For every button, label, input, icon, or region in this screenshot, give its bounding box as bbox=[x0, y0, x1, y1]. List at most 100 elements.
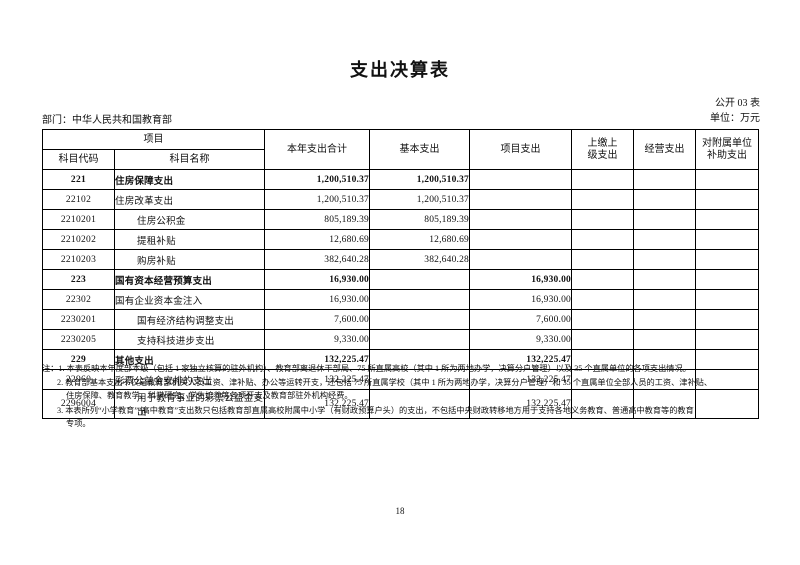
cell-remit-upper bbox=[571, 309, 634, 330]
cell-project bbox=[469, 189, 572, 210]
cell-subsidy bbox=[695, 229, 759, 250]
cell-project: 9,330.00 bbox=[469, 329, 572, 350]
footnotes: 注：1. 本表反映本年度部本级（包括 1 家独立核算的驻外机构）、教育部离退休干… bbox=[42, 362, 758, 430]
table-row: 229 其他支出 132,225.47 132,225.47 bbox=[42, 349, 759, 370]
page-number: 18 bbox=[395, 506, 405, 516]
page-title: 支出决算表 bbox=[350, 60, 450, 80]
footnote-text: 1. 本表反映本年度部本级（包括 1 家独立核算的驻外机构）、教育部离退休干部局… bbox=[58, 364, 691, 373]
cell-project: 7,600.00 bbox=[469, 309, 572, 330]
cell-subject-code: 2210202 bbox=[42, 229, 115, 250]
cell-total-year: 805,189.39 bbox=[264, 209, 370, 230]
header-remit-upper: 上缴上 级支出 bbox=[571, 129, 634, 170]
cell-operating bbox=[633, 389, 696, 419]
cell-remit-upper bbox=[571, 389, 634, 419]
table-row: 223 国有资本经营预算支出 16,930.00 16,930.00 bbox=[42, 269, 759, 290]
form-meta: 公开 03 表 单位：万元 bbox=[710, 96, 760, 126]
cell-total-year: 12,680.69 bbox=[264, 229, 370, 250]
cell-subsidy bbox=[695, 249, 759, 270]
cell-remit-upper bbox=[571, 229, 634, 250]
cell-remit-upper bbox=[571, 169, 634, 190]
header-project: 项目支出 bbox=[469, 129, 572, 170]
cell-subject-code: 223 bbox=[42, 269, 115, 290]
table-header-row-1: 项目 本年支出合计 基本支出 项目支出 上缴上 级支出 经营支出 对附属单位 补… bbox=[42, 129, 759, 170]
cell-subsidy bbox=[695, 209, 759, 230]
cell-subsidy bbox=[695, 169, 759, 190]
header-group-item: 项目 bbox=[42, 129, 265, 150]
cell-project bbox=[469, 169, 572, 190]
cell-total-year: 9,330.00 bbox=[264, 329, 370, 350]
header-total-year: 本年支出合计 bbox=[264, 129, 370, 170]
cell-subject-name: 住房改革支出 bbox=[114, 189, 265, 210]
cell-subject-name: 用于教育事业的彩票公益金支出 bbox=[114, 389, 265, 419]
table-header-row-2: 科目代码 科目名称 bbox=[42, 149, 759, 170]
cell-total-year: 7,600.00 bbox=[264, 309, 370, 330]
cell-subsidy bbox=[695, 389, 759, 419]
cell-project bbox=[469, 229, 572, 250]
footnote-line: 3. 本表所列“小学教育”“高中教育”支出数只包括教育部直属高校附属中小学（有财… bbox=[57, 405, 694, 415]
cell-subsidy bbox=[695, 189, 759, 210]
cell-subject-name: 住房公积金 bbox=[114, 209, 265, 230]
cell-subsidy bbox=[695, 269, 759, 290]
table-body: 221 住房保障支出 1,200,510.37 1,200,510.37 22102 住房… bbox=[42, 169, 759, 419]
cell-operating bbox=[633, 249, 696, 270]
header-remit-upper-line2: 级支出 bbox=[587, 149, 618, 161]
cell-remit-upper bbox=[571, 189, 634, 210]
table-row: 2230201 国有经济结构调整支出 7,600.00 7,600.00 bbox=[42, 309, 759, 330]
cell-subject-name: 住房保障支出 bbox=[114, 169, 265, 190]
cell-basic bbox=[369, 289, 470, 310]
cell-subsidy bbox=[695, 329, 759, 350]
header-subsidy-line1: 对附属单位 bbox=[702, 137, 752, 149]
cell-total-year: 132,225.47 bbox=[264, 389, 370, 419]
table-row: 2210202 提租补贴 12,680.69 12,680.69 bbox=[42, 229, 759, 250]
table-row: 2210203 购房补贴 382,640.28 382,640.28 bbox=[42, 249, 759, 270]
cell-remit-upper bbox=[571, 269, 634, 290]
table-row: 2296004 用于教育事业的彩票公益金支出 132,225.47 132,225.4… bbox=[42, 389, 759, 419]
cell-operating bbox=[633, 229, 696, 250]
table-row: 22302 国有企业资本金注入 16,930.00 16,930.00 bbox=[42, 289, 759, 310]
cell-subject-name: 国有企业资本金注入 bbox=[114, 289, 265, 310]
footnote-line: 注：1. 本表反映本年度部本级（包括 1 家独立核算的驻外机构）、教育部离退休干… bbox=[42, 362, 758, 375]
cell-project: 132,225.47 bbox=[469, 389, 572, 419]
cell-operating bbox=[633, 289, 696, 310]
footnote-prefix: 注： bbox=[42, 364, 59, 373]
unit-label: 单位：万元 bbox=[710, 113, 760, 124]
cell-basic: 12,680.69 bbox=[369, 229, 470, 250]
table-row: 221 住房保障支出 1,200,510.37 1,200,510.37 bbox=[42, 169, 759, 190]
cell-operating bbox=[633, 269, 696, 290]
cell-basic: 382,640.28 bbox=[369, 249, 470, 270]
cell-operating bbox=[633, 309, 696, 330]
cell-operating bbox=[633, 169, 696, 190]
cell-basic: 805,189.39 bbox=[369, 209, 470, 230]
cell-basic bbox=[369, 329, 470, 350]
table-row: 22102 住房改革支出 1,200,510.37 1,200,510.37 bbox=[42, 189, 759, 210]
table-header: 项目 本年支出合计 基本支出 项目支出 上缴上 级支出 经营支出 对附属单位 补… bbox=[42, 129, 759, 170]
cell-subsidy bbox=[695, 309, 759, 330]
table-row: 2210201 住房公积金 805,189.39 805,189.39 bbox=[42, 209, 759, 230]
cell-subject-code: 22302 bbox=[42, 289, 115, 310]
cell-project: 16,930.00 bbox=[469, 269, 572, 290]
cell-basic bbox=[369, 389, 470, 419]
cell-subject-name: 国有资本经营预算支出 bbox=[114, 269, 265, 290]
header-subsidy-line2: 补助支出 bbox=[707, 149, 747, 161]
cell-operating bbox=[633, 189, 696, 210]
header-operating: 经营支出 bbox=[633, 129, 696, 170]
cell-project: 16,930.00 bbox=[469, 289, 572, 310]
cell-subsidy bbox=[695, 289, 759, 310]
cell-remit-upper bbox=[571, 249, 634, 270]
cell-operating bbox=[633, 209, 696, 230]
cell-project bbox=[469, 249, 572, 270]
header-basic: 基本支出 bbox=[369, 129, 470, 170]
header-name: 科目名称 bbox=[114, 149, 265, 170]
cell-remit-upper bbox=[571, 209, 634, 230]
department-label: 部门：中华人民共和国教育部 bbox=[42, 115, 172, 126]
cell-total-year: 1,200,510.37 bbox=[264, 169, 370, 190]
table-row: 2230205 支持科技进步支出 9,330.00 9,330.00 bbox=[42, 329, 759, 350]
cell-total-year: 16,930.00 bbox=[264, 289, 370, 310]
cell-subject-code: 2210203 bbox=[42, 249, 115, 270]
cell-basic: 1,200,510.37 bbox=[369, 169, 470, 190]
expenditure-table: 项目 本年支出合计 基本支出 项目支出 上缴上 级支出 经营支出 对附属单位 补… bbox=[42, 129, 759, 419]
cell-remit-upper bbox=[571, 289, 634, 310]
page-sheet: 支出决算表 公开 03 表 单位：万元 部门：中华人民共和国教育部 项目 本年支… bbox=[24, 14, 776, 551]
header-subsidy: 对附属单位 补助支出 bbox=[695, 129, 759, 170]
